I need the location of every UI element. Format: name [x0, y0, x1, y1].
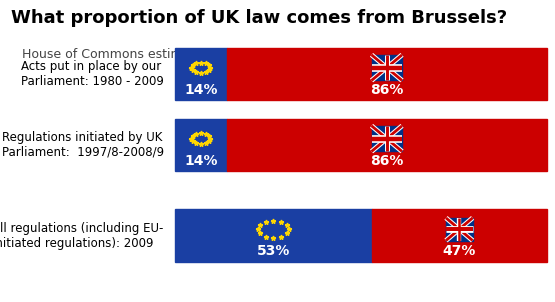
Text: 86%: 86%	[370, 83, 403, 97]
Text: 47%: 47%	[442, 244, 476, 258]
Text: House of Commons estimates for various definitions of: House of Commons estimates for various d…	[22, 48, 366, 61]
Text: 53%: 53%	[256, 244, 290, 258]
Bar	[371, 55, 402, 80]
Bar	[175, 47, 227, 100]
Bar	[371, 126, 402, 151]
Bar	[372, 209, 547, 262]
Text: 14%: 14%	[184, 154, 218, 168]
Bar	[227, 47, 547, 100]
Text: Regulations initiated by UK
Parliament:  1997/8-2008/9: Regulations initiated by UK Parliament: …	[2, 131, 164, 159]
Text: What proportion of UK law comes from Brussels?: What proportion of UK law comes from Bru…	[11, 9, 507, 27]
Bar	[227, 119, 547, 171]
Text: 14%: 14%	[184, 83, 218, 97]
Text: All regulations (including EU-
initiated regulations): 2009: All regulations (including EU- initiated…	[0, 222, 164, 249]
Bar	[446, 218, 473, 240]
Bar	[175, 209, 372, 262]
Text: Acts put in place by our
Parliament: 1980 - 2009: Acts put in place by our Parliament: 198…	[21, 60, 164, 88]
Text: 86%: 86%	[370, 154, 403, 168]
Bar	[175, 119, 227, 171]
